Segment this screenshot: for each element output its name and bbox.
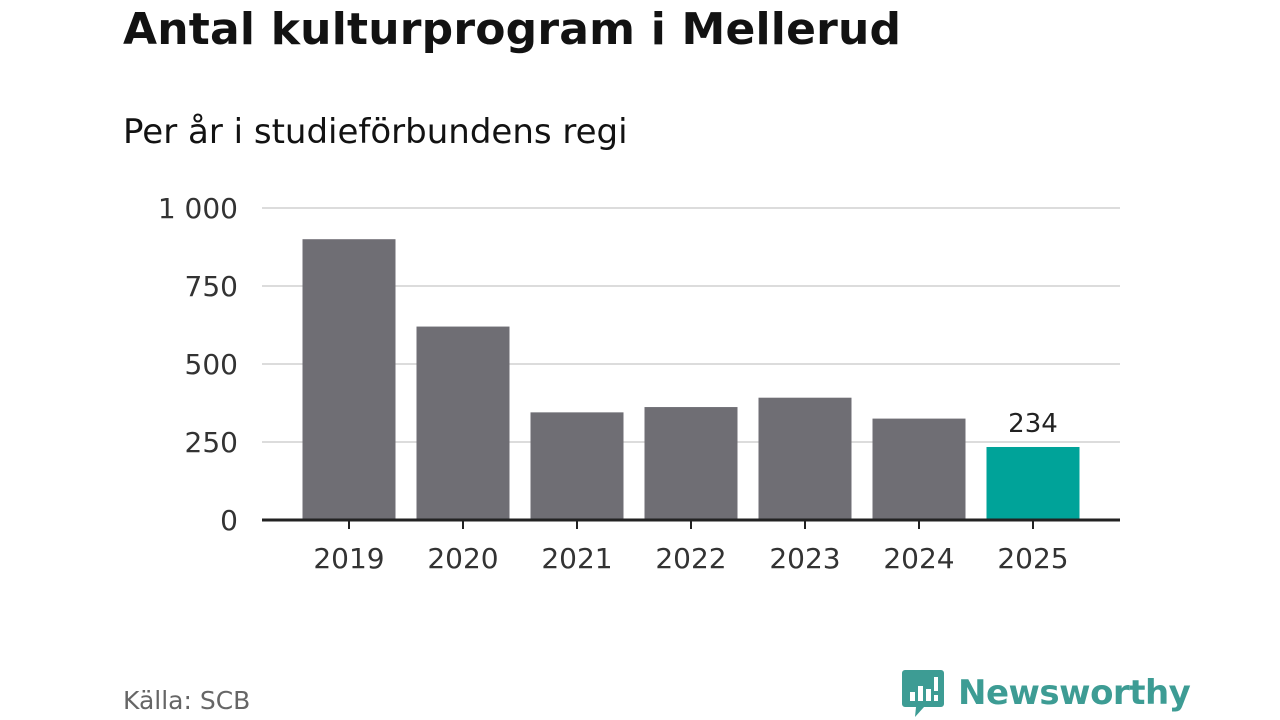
x-tick-label: 2021: [541, 542, 612, 575]
x-tick-label: 2019: [313, 542, 384, 575]
bar-chart: 0 250 500 750 1 000 2019 2020 2021 2022 2023 2024 2…: [158, 192, 1120, 575]
bar-2020: [416, 326, 510, 520]
y-tick-label: 0: [220, 504, 238, 537]
x-tick-label: 2023: [769, 542, 840, 575]
brand-logo: Newsworthy: [902, 668, 1191, 718]
chart-subtitle: Per år i studieförbundens regi: [123, 112, 628, 152]
bar-2019: [302, 239, 396, 520]
bar-2024: [872, 418, 966, 520]
y-tick-label: 250: [185, 426, 238, 459]
x-tick-label: 2022: [655, 542, 726, 575]
y-tick-label: 750: [185, 270, 238, 303]
brand-name: Newsworthy: [958, 673, 1191, 713]
x-tick-label: 2025: [997, 542, 1068, 575]
chart-title: Antal kulturprogram i Mellerud: [123, 4, 902, 55]
bar-2025: [986, 446, 1080, 520]
y-tick-label: 1 000: [158, 192, 238, 225]
data-label: 234: [1008, 409, 1058, 439]
source-note: Källa: SCB: [123, 686, 251, 715]
bar-2022: [644, 407, 738, 520]
bar-2023: [758, 397, 852, 520]
x-tick-label: 2020: [427, 542, 498, 575]
bar-chart-speech-bubble-icon: [902, 670, 944, 717]
bar-2021: [530, 412, 624, 520]
y-tick-label: 500: [185, 348, 238, 381]
x-tick-label: 2024: [883, 542, 954, 575]
